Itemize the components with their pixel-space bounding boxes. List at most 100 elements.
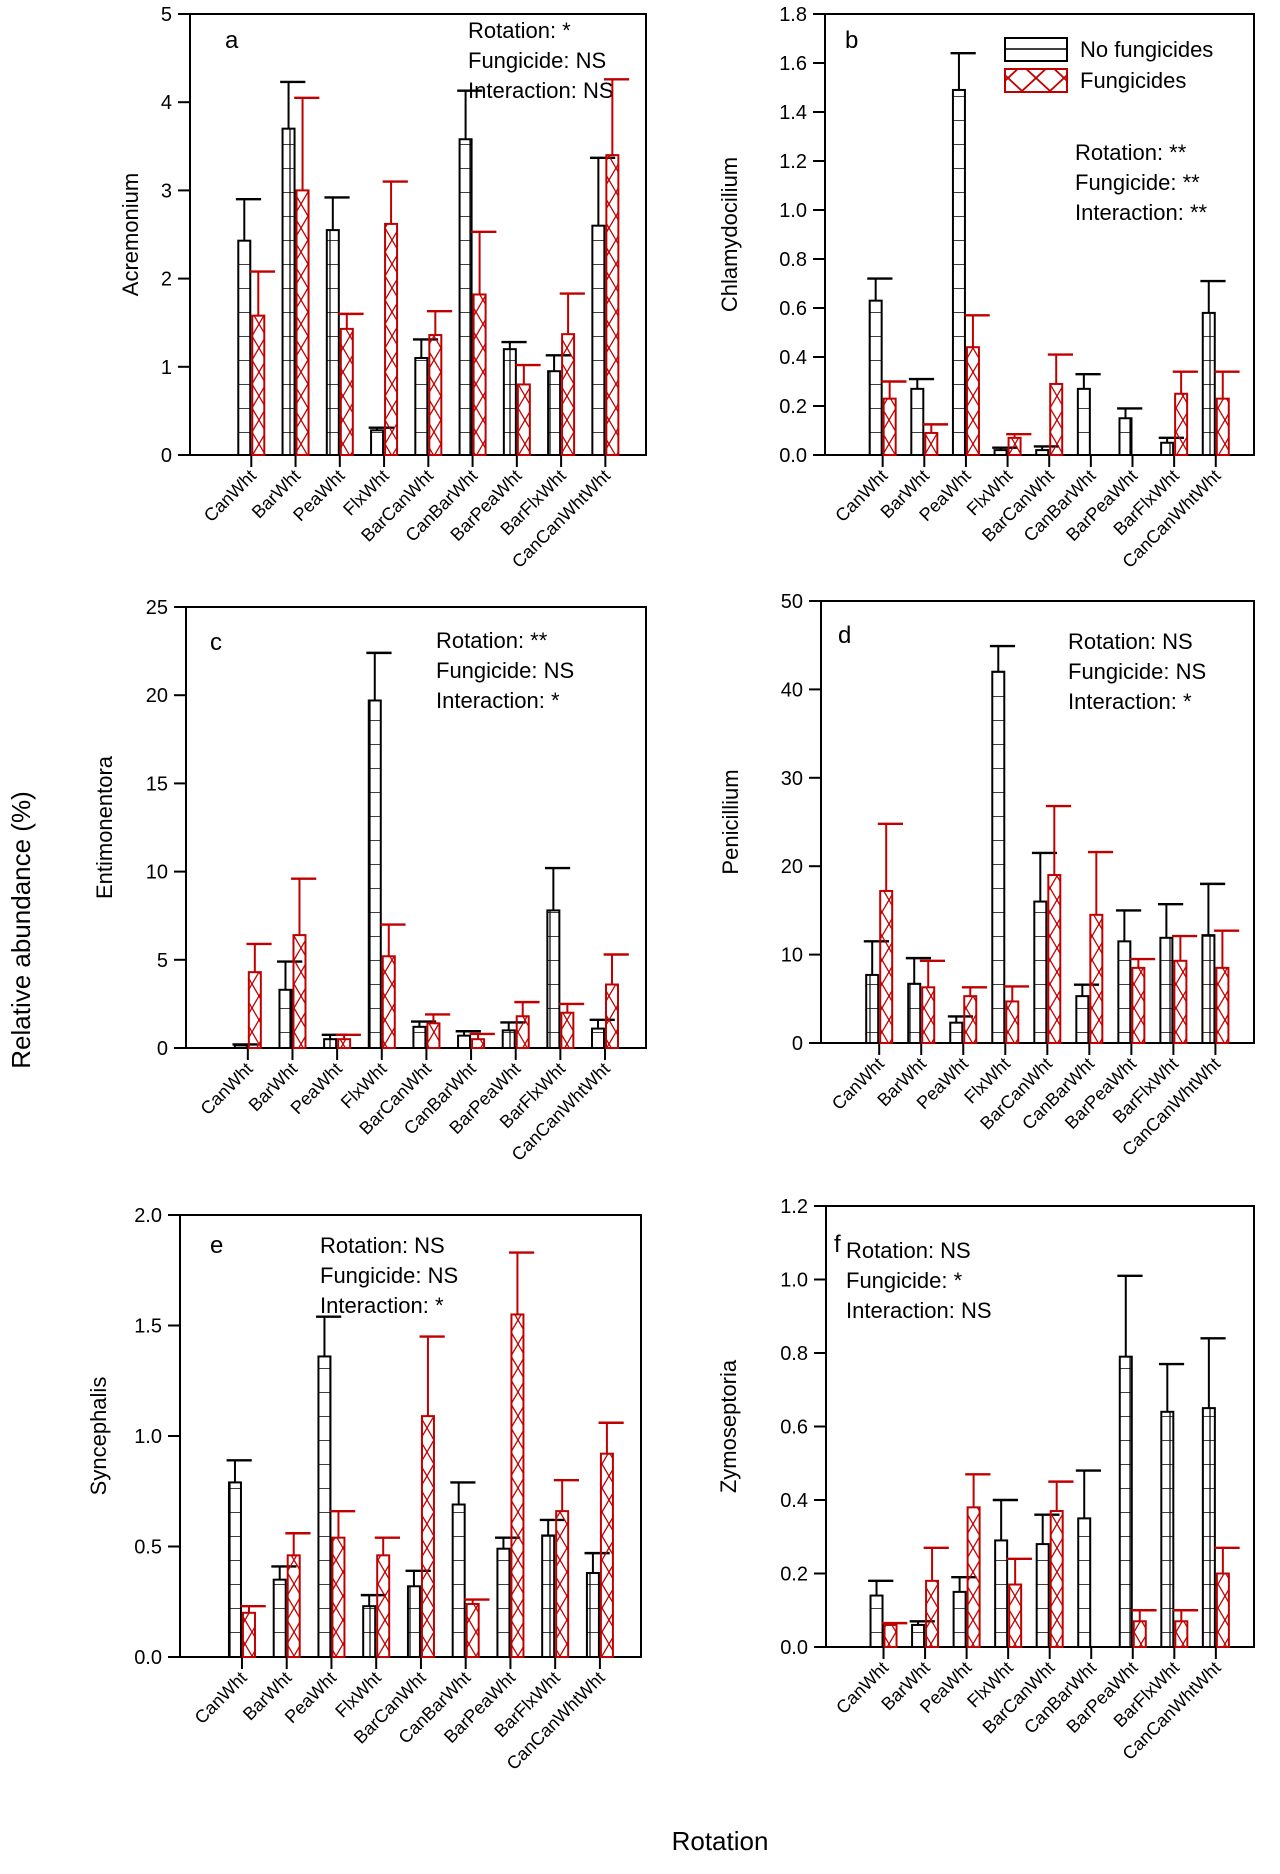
bar-fungicides: [879, 889, 894, 1045]
bar-no-fungicides: [991, 670, 1006, 1044]
bar-no-fungicides: [233, 1044, 248, 1050]
y-tick-label: 2: [161, 269, 172, 291]
bar-fungicides: [241, 1611, 256, 1659]
panel-letter: f: [834, 1231, 841, 1258]
bar-no-fungicides: [362, 1605, 377, 1659]
bar-fungicides: [471, 1038, 486, 1050]
bar-no-fungicides: [496, 1547, 511, 1658]
bar-fungicides: [1008, 1583, 1023, 1649]
bar-no-fungicides: [414, 356, 429, 457]
bar-fungicides: [1049, 382, 1064, 457]
y-axis-title: Acremonium: [118, 173, 143, 296]
bar-fungicides: [1047, 874, 1062, 1044]
bar-fungicides: [1215, 397, 1230, 456]
stat-line: Interaction: NS: [468, 78, 614, 103]
y-tick-label: 0.6: [779, 298, 807, 320]
y-tick-label: 0.2: [780, 1564, 808, 1586]
bar-fungicides: [883, 1623, 898, 1648]
bar-no-fungicides: [865, 973, 880, 1045]
bar-fungicides: [376, 1554, 391, 1658]
bar-no-fungicides: [457, 1034, 472, 1049]
stat-line: Rotation: NS: [846, 1238, 971, 1263]
y-tick-label: 5: [161, 4, 172, 26]
bar-no-fungicides: [951, 88, 966, 456]
bar-fungicides: [292, 934, 307, 1049]
stat-line: Fungicide: NS: [468, 48, 606, 73]
bar-fungicides: [1174, 1620, 1189, 1649]
bar-fungicides: [924, 431, 939, 457]
bar-no-fungicides: [585, 1572, 600, 1659]
y-tick-label: 1.0: [779, 200, 807, 222]
stat-line: Rotation: NS: [1068, 629, 1193, 654]
y-tick-label: 10: [146, 862, 168, 884]
y-axis-title: Syncephalis: [86, 1377, 111, 1496]
stat-line: Fungicide: NS: [436, 658, 574, 683]
global-x-axis-title: Rotation: [672, 1826, 769, 1856]
y-tick-label: 0.8: [779, 249, 807, 271]
bar-no-fungicides: [227, 1481, 242, 1659]
bar-no-fungicides: [370, 429, 385, 456]
bar-fungicides: [465, 1602, 480, 1658]
stat-line: Fungicide: NS: [1068, 659, 1206, 684]
bar-no-fungicides: [412, 1025, 427, 1050]
bar-fungicides: [337, 1038, 352, 1050]
y-tick-label: 1.4: [779, 102, 807, 124]
bar-fungicides: [1215, 1572, 1230, 1648]
legend-item-fungicides: Fungicides: [1004, 68, 1186, 93]
bar-fungicides: [605, 983, 620, 1049]
bar-no-fungicides: [1077, 1517, 1092, 1648]
stat-line: Interaction: NS: [846, 1298, 992, 1323]
y-tick-label: 1.0: [780, 1270, 808, 1292]
stat-line: Rotation: NS: [320, 1233, 445, 1258]
bar-fungicides: [965, 346, 980, 457]
panel-f: 0.0 0.2 0.4 0.6 0.8 1.0 1.2 Zymoseptoria f Rotati…: [716, 1196, 1255, 1764]
bar-no-fungicides: [1035, 1543, 1050, 1648]
y-tick-label: 0.8: [780, 1343, 808, 1365]
y-tick-label: 1.2: [780, 1196, 808, 1218]
y-tick-label: 1.5: [134, 1316, 162, 1338]
legend-item-no-fungicides: No fungicides: [1004, 37, 1213, 62]
bar-no-fungicides: [949, 1021, 964, 1045]
bar-no-fungicides: [325, 229, 340, 456]
bar-fungicides: [295, 189, 310, 456]
bar-fungicides: [251, 314, 266, 457]
bar-no-fungicides: [502, 348, 517, 456]
bar-no-fungicides: [1035, 449, 1050, 457]
legend: No fungicides Fungicides: [1004, 37, 1213, 93]
panel-letter: e: [210, 1232, 223, 1259]
bar-no-fungicides: [541, 1534, 556, 1658]
stat-line: Rotation: *: [468, 18, 571, 43]
y-tick-label: 2.0: [134, 1205, 162, 1227]
y-tick-label: 1.6: [779, 53, 807, 75]
bar-fungicides: [882, 397, 897, 456]
y-tick-label: 0.2: [779, 396, 807, 418]
panel-d: 0 10 20 30 40 50 Penicillium d Rotation: NS Fungi…: [718, 591, 1255, 1160]
y-tick-label: 1.2: [779, 151, 807, 173]
panel-letter: a: [225, 27, 239, 54]
bar-fungicides: [1089, 913, 1104, 1044]
bar-no-fungicides: [317, 1355, 332, 1658]
bar-no-fungicides: [1118, 1355, 1133, 1649]
stat-line: Fungicide: *: [846, 1268, 963, 1293]
panel-letter: d: [838, 622, 851, 649]
stat-line: Interaction: *: [320, 1293, 444, 1318]
bar-no-fungicides: [1160, 441, 1175, 456]
y-axis-title: Entimonentora: [92, 755, 117, 899]
x-tick-label: CanWht: [832, 1658, 892, 1718]
bar-no-fungicides: [451, 1503, 466, 1659]
bar-no-fungicides: [1159, 936, 1174, 1045]
bar-fungicides: [420, 1415, 435, 1658]
stat-line: Interaction: *: [436, 688, 560, 713]
bar-no-fungicides: [591, 224, 606, 456]
y-tick-label: 0: [157, 1038, 168, 1060]
bar-no-fungicides: [1118, 417, 1133, 456]
bar-no-fungicides: [907, 982, 922, 1044]
stat-line: Rotation: **: [436, 628, 548, 653]
bar-fungicides: [966, 1506, 981, 1648]
bar-no-fungicides: [501, 1029, 516, 1049]
bar-no-fungicides: [281, 127, 296, 456]
y-tick-label: 10: [781, 945, 803, 967]
bar-no-fungicides: [868, 299, 883, 456]
y-tick-label: 0.4: [780, 1490, 808, 1512]
bar-no-fungicides: [1075, 995, 1090, 1045]
